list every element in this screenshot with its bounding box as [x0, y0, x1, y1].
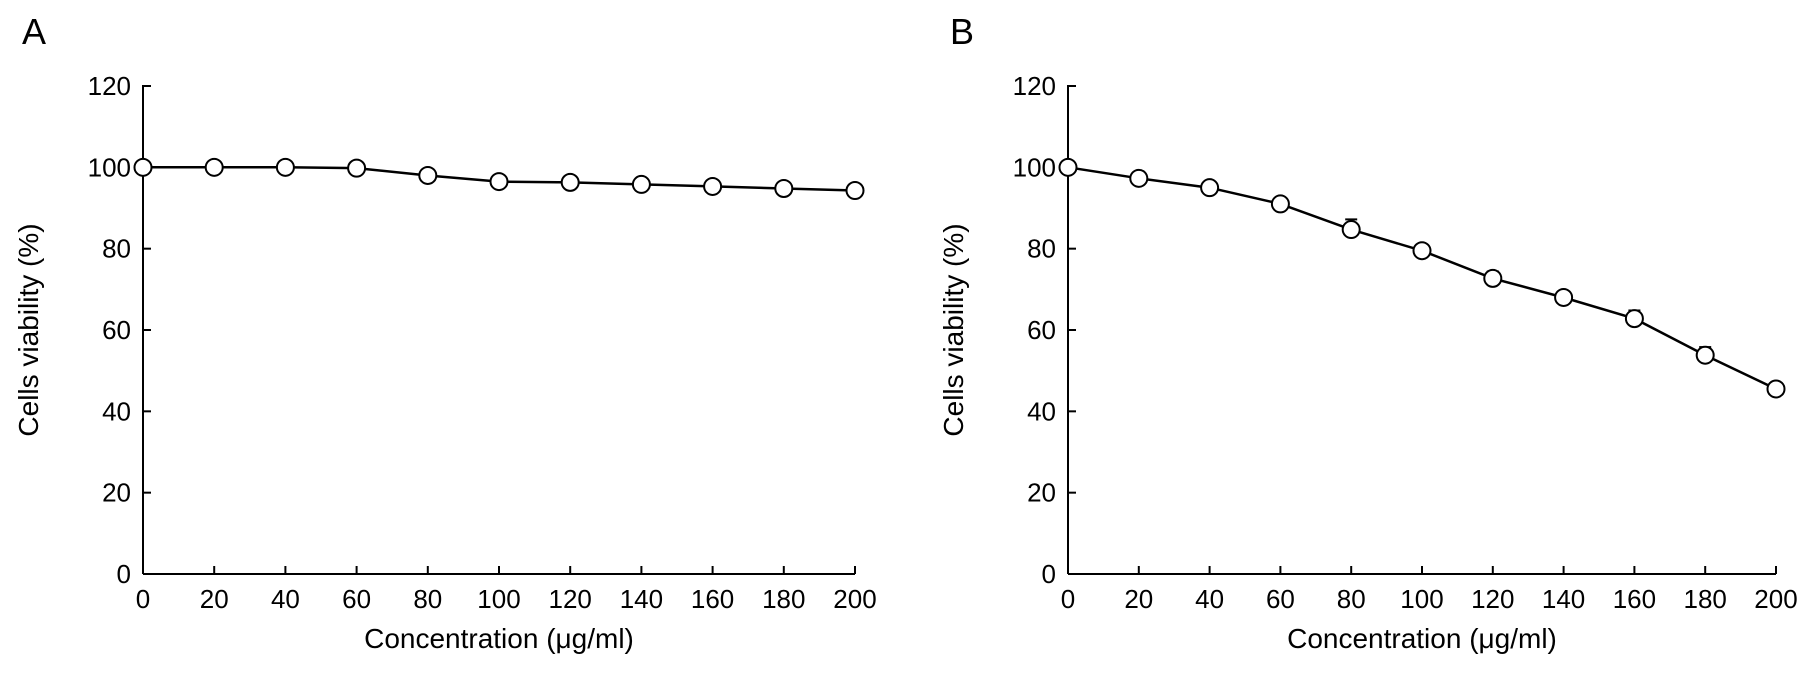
panel-label: B	[950, 11, 974, 52]
y-tick-label: 100	[1013, 152, 1056, 182]
series-line	[1067, 166, 1777, 391]
x-tick-label: 160	[691, 584, 734, 614]
data-point	[204, 157, 224, 177]
data-point	[1766, 379, 1786, 399]
data-point	[275, 157, 295, 177]
data-point	[1270, 194, 1290, 214]
data-point	[1200, 178, 1220, 198]
y-tick-label: 120	[1013, 71, 1056, 101]
data-point	[1058, 157, 1078, 177]
panel-b: B 0 20 40 60 80 100 120 0 20 40 60 80 100 120 140 160 180…	[938, 11, 1798, 654]
y-tick-label: 0	[1042, 559, 1056, 589]
x-tick-label: 0	[136, 584, 150, 614]
x-tick-label: 80	[1337, 584, 1366, 614]
x-tick-label: 20	[1124, 584, 1153, 614]
data-point	[1483, 268, 1503, 288]
x-tick-label: 140	[620, 584, 663, 614]
data-point	[1554, 287, 1574, 307]
y-tick-label: 80	[102, 234, 131, 264]
x-tick-label: 40	[271, 584, 300, 614]
data-point	[774, 178, 794, 198]
y-tick-label: 60	[1027, 315, 1056, 345]
y-tick-label: 80	[1027, 234, 1056, 264]
x-axis-title: Concentration (μg/ml)	[364, 623, 634, 654]
data-point	[845, 181, 865, 201]
data-point	[631, 174, 651, 194]
x-tick-label: 60	[1266, 584, 1295, 614]
data-point	[133, 157, 153, 177]
y-tick-label: 60	[102, 315, 131, 345]
y-tick-label: 40	[102, 396, 131, 426]
y-axis-title: Cells viability (%)	[938, 223, 969, 436]
y-tick-label: 40	[1027, 396, 1056, 426]
x-tick-label: 120	[549, 584, 592, 614]
y-tick-label: 20	[102, 478, 131, 508]
data-point	[1341, 220, 1361, 240]
x-tick-label: 160	[1613, 584, 1656, 614]
y-axis-title: Cells viability (%)	[13, 223, 44, 436]
x-tick-label: 180	[1684, 584, 1727, 614]
x-tick-label: 20	[200, 584, 229, 614]
x-tick-label: 140	[1542, 584, 1585, 614]
x-tick-label: 40	[1195, 584, 1224, 614]
x-tick-label: 180	[762, 584, 805, 614]
x-tick-label: 100	[1400, 584, 1443, 614]
x-axis-title: Concentration (μg/ml)	[1287, 623, 1557, 654]
data-point	[418, 165, 438, 185]
x-tick-label: 100	[477, 584, 520, 614]
x-tick-label: 60	[342, 584, 371, 614]
data-point	[1129, 168, 1149, 188]
data-point	[1624, 309, 1644, 329]
data-point	[347, 158, 367, 178]
x-tick-label: 0	[1061, 584, 1075, 614]
y-tick-label: 100	[88, 152, 131, 182]
x-tick-label: 120	[1471, 584, 1514, 614]
y-tick-label: 20	[1027, 478, 1056, 508]
x-tick-label: 200	[833, 584, 876, 614]
y-tick-label: 120	[88, 71, 131, 101]
y-tick-label: 0	[117, 559, 131, 589]
data-point	[489, 172, 509, 192]
panel-a: A 0 20 40 60 80 100 120 0 20 40 60 80 100 120 140 160 180…	[13, 11, 877, 654]
panel-label: A	[22, 11, 46, 52]
x-tick-label: 200	[1754, 584, 1797, 614]
data-point	[1412, 241, 1432, 261]
x-tick-label: 80	[413, 584, 442, 614]
data-point	[703, 176, 723, 196]
data-point	[1695, 345, 1715, 365]
data-point	[560, 172, 580, 192]
